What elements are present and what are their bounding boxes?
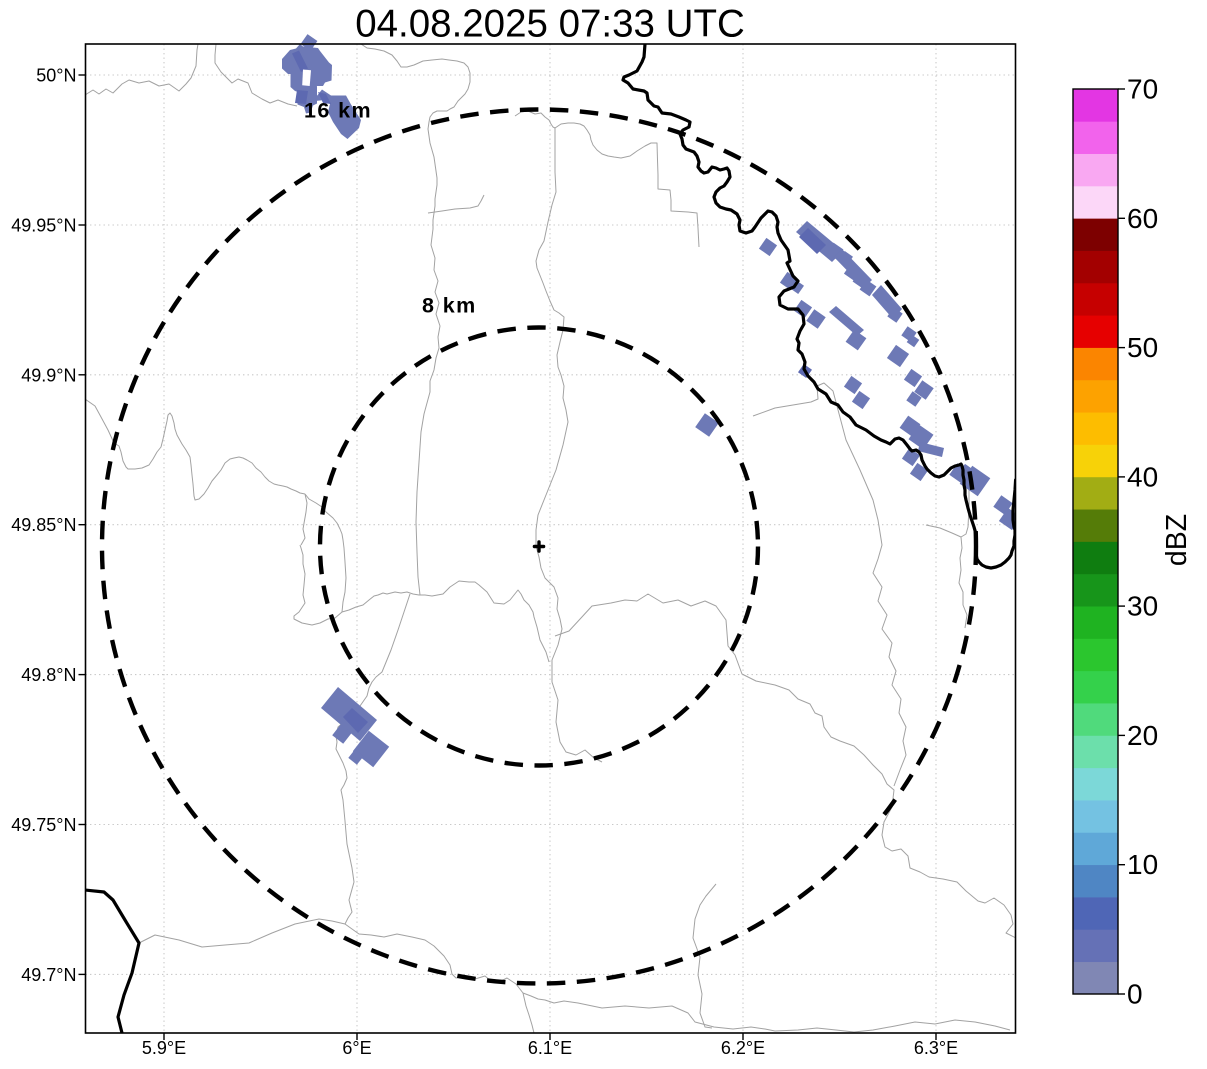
- svg-text:49.85°N: 49.85°N: [11, 515, 76, 535]
- svg-text:6.3°E: 6.3°E: [914, 1038, 958, 1058]
- svg-text:49.75°N: 49.75°N: [11, 815, 76, 835]
- svg-text:dBZ: dBZ: [1161, 514, 1193, 566]
- svg-text:6°E: 6°E: [342, 1038, 371, 1058]
- svg-text:49.7°N: 49.7°N: [21, 965, 76, 985]
- svg-text:0: 0: [1127, 979, 1143, 1010]
- svg-text:70: 70: [1127, 74, 1158, 105]
- svg-text:60: 60: [1127, 203, 1158, 234]
- svg-text:6.1°E: 6.1°E: [528, 1038, 572, 1058]
- svg-text:50: 50: [1127, 332, 1158, 363]
- svg-text:8 km: 8 km: [422, 294, 477, 318]
- svg-text:20: 20: [1127, 720, 1158, 751]
- svg-text:30: 30: [1127, 591, 1158, 622]
- svg-text:49.8°N: 49.8°N: [21, 665, 76, 685]
- svg-text:49.95°N: 49.95°N: [11, 216, 76, 236]
- svg-text:5.9°E: 5.9°E: [142, 1038, 186, 1058]
- svg-text:49.9°N: 49.9°N: [21, 365, 76, 385]
- svg-text:16 km: 16 km: [304, 99, 372, 123]
- svg-text:04.08.2025 07:33 UTC: 04.08.2025 07:33 UTC: [355, 3, 745, 46]
- svg-text:10: 10: [1127, 849, 1158, 880]
- svg-text:50°N: 50°N: [36, 66, 76, 86]
- svg-text:40: 40: [1127, 461, 1158, 492]
- svg-text:6.2°E: 6.2°E: [721, 1038, 765, 1058]
